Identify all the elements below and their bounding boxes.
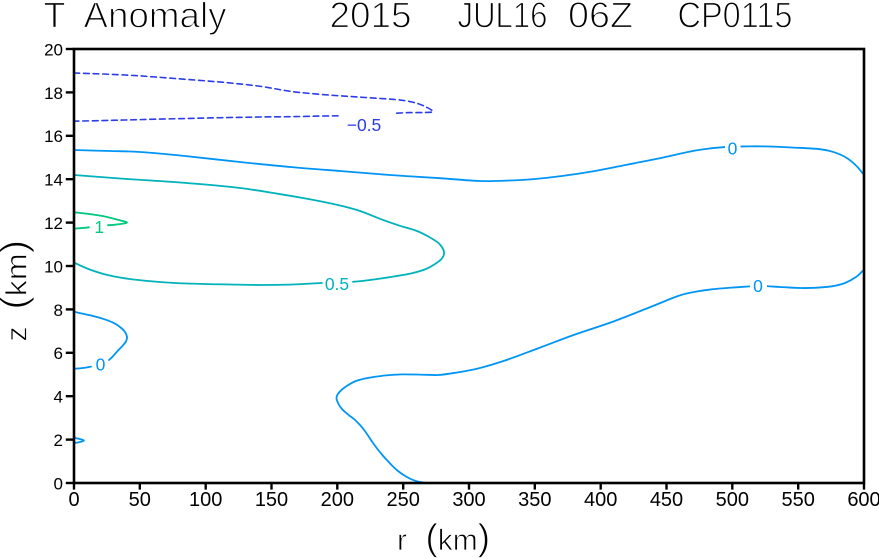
- svg-text:300: 300: [452, 489, 485, 511]
- svg-text:T: T: [44, 0, 66, 36]
- svg-text:20: 20: [44, 40, 63, 59]
- svg-text:CP0115: CP0115: [678, 0, 793, 36]
- svg-text:0: 0: [753, 276, 763, 296]
- svg-text:4: 4: [54, 388, 63, 407]
- svg-text:2: 2: [54, 431, 63, 450]
- svg-text:1: 1: [94, 217, 104, 237]
- svg-text:0.5: 0.5: [325, 274, 349, 294]
- svg-text:400: 400: [584, 489, 617, 511]
- svg-text:100: 100: [189, 489, 222, 511]
- svg-text:Anomaly: Anomaly: [84, 0, 227, 36]
- svg-text:600: 600: [847, 489, 879, 511]
- svg-text:500: 500: [716, 489, 749, 511]
- svg-text:2015: 2015: [330, 0, 412, 36]
- svg-text:r: r: [397, 524, 407, 557]
- svg-text:50: 50: [129, 489, 151, 511]
- svg-text:14: 14: [44, 171, 63, 190]
- svg-text:6: 6: [54, 344, 63, 363]
- svg-text:150: 150: [255, 489, 288, 511]
- svg-text:8: 8: [54, 301, 63, 320]
- svg-text:16: 16: [44, 127, 63, 146]
- svg-text:550: 550: [782, 489, 815, 511]
- svg-text:10: 10: [44, 257, 63, 276]
- svg-text:JUL16: JUL16: [458, 0, 548, 36]
- svg-text:06Z: 06Z: [568, 0, 633, 36]
- svg-text:450: 450: [650, 489, 683, 511]
- svg-text:0: 0: [728, 139, 738, 159]
- svg-text:−0.5: −0.5: [347, 115, 382, 135]
- svg-text:18: 18: [44, 84, 63, 103]
- svg-text:(km): (km): [0, 240, 35, 310]
- svg-text:200: 200: [321, 489, 354, 511]
- svg-text:0: 0: [54, 474, 63, 493]
- svg-text:350: 350: [518, 489, 551, 511]
- svg-text:12: 12: [44, 214, 63, 233]
- svg-text:250: 250: [387, 489, 420, 511]
- svg-text:z: z: [1, 327, 34, 342]
- svg-text:0: 0: [68, 489, 79, 511]
- svg-text:(km): (km): [426, 517, 491, 558]
- svg-text:0: 0: [96, 354, 106, 374]
